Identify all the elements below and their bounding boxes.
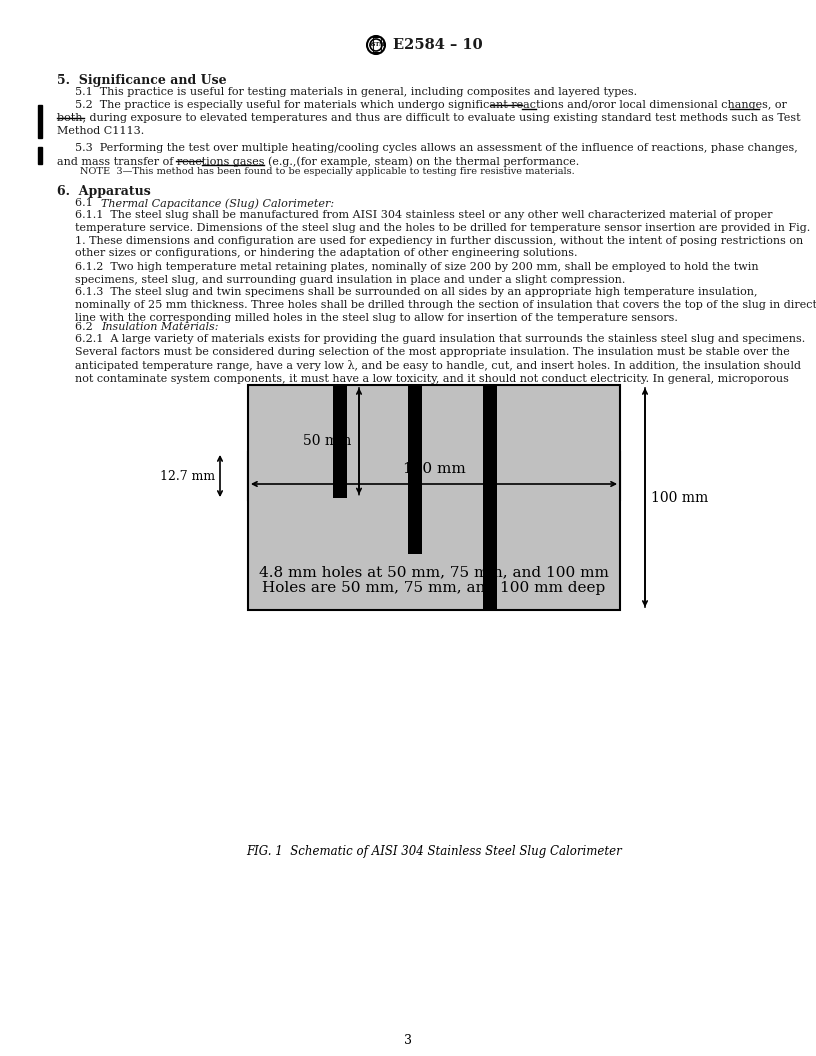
Text: 6.1.2  Two high temperature metal retaining plates, nominally of size 200 by 200: 6.1.2 Two high temperature metal retaini… xyxy=(75,262,759,285)
Text: Holes are 50 mm, 75 mm, and 100 mm deep: Holes are 50 mm, 75 mm, and 100 mm deep xyxy=(263,581,605,595)
Text: 5.1  This practice is useful for testing materials in general, including composi: 5.1 This practice is useful for testing … xyxy=(75,87,637,97)
Text: 6.1.3  The steel slug and twin specimens shall be surrounded on all sides by an : 6.1.3 The steel slug and twin specimens … xyxy=(75,287,816,322)
Text: 100 mm: 100 mm xyxy=(651,490,708,505)
Bar xyxy=(38,105,42,138)
Text: and mass transfer of reactions gases (e.g.,(for example, steam) on the thermal p: and mass transfer of reactions gases (e.… xyxy=(57,156,579,167)
Text: 3: 3 xyxy=(404,1034,412,1046)
Text: 12.7 mm: 12.7 mm xyxy=(160,470,215,483)
Text: 6.2: 6.2 xyxy=(75,322,100,332)
Text: 5.  Significance and Use: 5. Significance and Use xyxy=(57,74,227,87)
Text: E2584 – 10: E2584 – 10 xyxy=(393,38,482,52)
Text: NOTE  3—This method has been found to be especially applicable to testing fire r: NOTE 3—This method has been found to be … xyxy=(80,167,574,176)
Bar xyxy=(38,147,42,164)
Bar xyxy=(333,385,347,497)
Text: 6.2.1  A large variety of materials exists for providing the guard insulation th: 6.2.1 A large variety of materials exist… xyxy=(75,334,805,383)
Text: 6.1.1  The steel slug shall be manufactured from AISI 304 stainless steel or any: 6.1.1 The steel slug shall be manufactur… xyxy=(75,210,810,259)
Text: Thermal Capacitance (Slug) Calorimeter:: Thermal Capacitance (Slug) Calorimeter: xyxy=(101,199,334,209)
Text: 5.3  Performing the test over multiple heating/cooling cycles allows an assessme: 5.3 Performing the test over multiple he… xyxy=(75,143,798,153)
Text: Ⓐ: Ⓐ xyxy=(370,36,381,54)
Bar xyxy=(483,385,497,610)
Ellipse shape xyxy=(424,468,437,485)
Bar xyxy=(248,385,620,610)
Text: 6.1: 6.1 xyxy=(75,199,100,208)
Text: FIG. 1  Schematic of AISI 304 Stainless Steel Slug Calorimeter: FIG. 1 Schematic of AISI 304 Stainless S… xyxy=(246,845,622,857)
Text: Method C1113.: Method C1113. xyxy=(57,126,144,136)
Text: 150 mm: 150 mm xyxy=(402,463,465,476)
Text: 4.8 mm holes at 50 mm, 75 mm, and 100 mm: 4.8 mm holes at 50 mm, 75 mm, and 100 mm xyxy=(259,565,609,579)
Text: Insulation Materials:: Insulation Materials: xyxy=(101,322,219,332)
Text: 5.2  The practice is especially useful for materials which undergo significant r: 5.2 The practice is especially useful fo… xyxy=(75,100,787,110)
Bar xyxy=(408,385,422,553)
Ellipse shape xyxy=(484,468,496,485)
Text: ASTM: ASTM xyxy=(368,42,384,48)
Bar xyxy=(248,452,620,499)
Text: 6.  Apparatus: 6. Apparatus xyxy=(57,185,151,199)
Text: both, during exposure to elevated temperatures and thus are difficult to evaluat: both, during exposure to elevated temper… xyxy=(57,113,800,122)
Text: 50 mm: 50 mm xyxy=(303,434,351,448)
Ellipse shape xyxy=(363,468,376,485)
